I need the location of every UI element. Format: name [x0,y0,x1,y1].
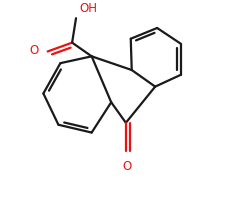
Text: O: O [30,44,39,57]
Text: O: O [122,160,132,173]
Text: OH: OH [79,2,97,15]
